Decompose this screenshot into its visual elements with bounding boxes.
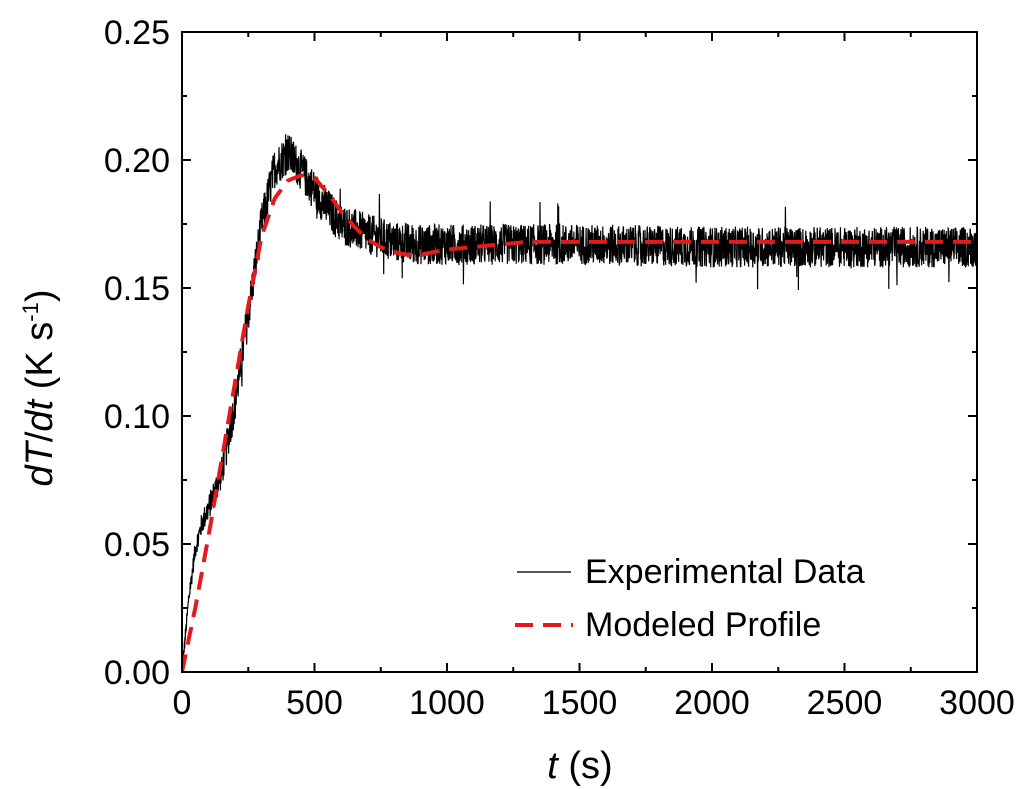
y-tick-label: 0.25 [104,14,170,52]
y-tick-label: 0.20 [104,142,170,180]
y-tick-label: 0.05 [104,526,170,564]
x-axis-title: t (s) [547,745,612,787]
x-tick-label: 1500 [542,684,618,722]
series-modeled-profile [182,173,977,672]
x-tick-label: 1000 [409,684,485,722]
y-tick-label: 0.00 [104,654,170,692]
x-tick-label: 2000 [674,684,750,722]
x-tick-label: 3000 [939,684,1015,722]
legend-label-experimental: Experimental Data [585,553,865,591]
y-tick-label: 0.10 [104,398,170,436]
y-tick-label: 0.15 [104,270,170,308]
y-axis-title: dT/dt (K s-1) [18,290,61,487]
x-tick-label: 500 [286,684,343,722]
x-tick-label: 0 [173,684,192,722]
x-tick-label: 2500 [807,684,883,722]
legend: Experimental Data Modeled Profile [515,553,865,644]
series-experimental-data [182,134,977,671]
legend-label-modeled: Modeled Profile [585,606,821,644]
